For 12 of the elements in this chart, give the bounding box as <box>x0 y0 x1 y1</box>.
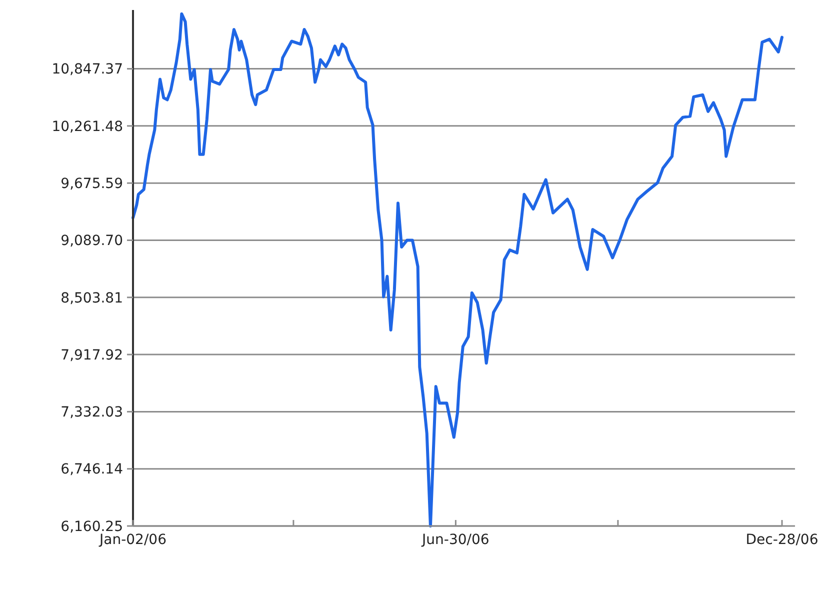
y-tick-label: 7,332.03 <box>60 404 123 421</box>
y-tick-label: 10,847.37 <box>52 62 123 78</box>
y-tick-label: 10,261.48 <box>52 118 123 135</box>
x-tick-label: Dec-28/06 <box>746 532 818 548</box>
x-tick-label: Jan-02/06 <box>98 532 167 548</box>
y-tick-label: 9,675.59 <box>60 176 123 192</box>
y-tick-label: 7,917.92 <box>60 347 123 364</box>
y-tick-label: 8,503.81 <box>60 290 123 306</box>
y-tick-label: 9,089.70 <box>60 233 123 250</box>
y-tick-label: 6,160.25 <box>60 518 123 535</box>
y-tick-label: 6,746.14 <box>60 462 124 478</box>
x-tick-label: Jun-30/06 <box>421 532 490 548</box>
